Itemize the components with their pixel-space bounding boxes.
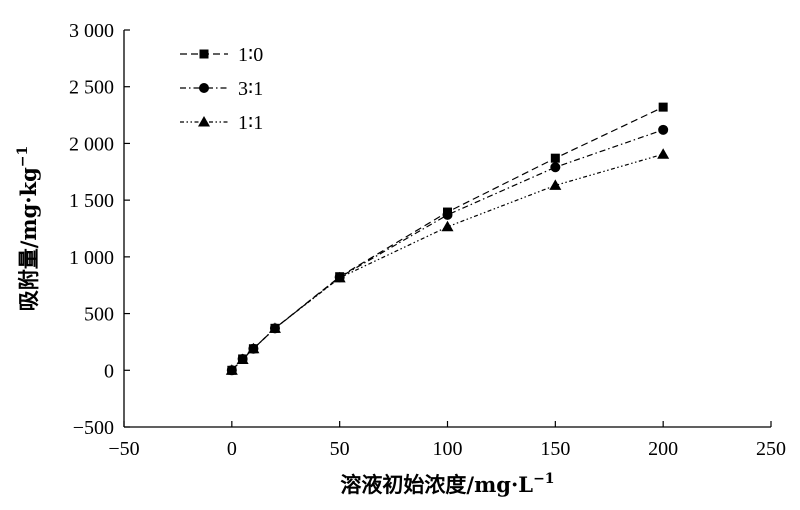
y-tick-label: 2 000: [69, 133, 114, 155]
y-axis-title: 吸附量/mg·kg−1: [15, 146, 41, 312]
data-point: [268, 322, 281, 333]
data-point: [442, 209, 453, 220]
data-point: [550, 153, 560, 163]
legend-label: 1∶1: [238, 112, 263, 134]
y-tick-label: 1 000: [69, 247, 114, 269]
x-tick-label: 150: [540, 438, 570, 460]
series-line: [231, 153, 664, 371]
legend-item: 1∶0: [180, 44, 263, 66]
data-point: [657, 148, 670, 159]
y-tick-label: −500: [73, 417, 114, 439]
x-axis-title: 溶液初始浓度/mg·L−1: [340, 471, 554, 497]
x-tick-label: 200: [648, 438, 678, 460]
data-point: [333, 271, 346, 283]
data-point: [236, 353, 249, 365]
x-axis-ticks: −50 0 50 100 150 200 250: [108, 421, 786, 460]
y-axis-title-text: 吸附量/mg·kg: [16, 167, 41, 311]
data-point: [550, 162, 561, 173]
data-point: [247, 342, 260, 354]
x-axis-title-superscript: −1: [533, 471, 554, 487]
y-tick-label: 500: [84, 304, 114, 326]
data-point: [549, 179, 562, 190]
series-2: [226, 124, 669, 376]
legend-item: 3∶1: [180, 78, 263, 100]
y-tick-label: 1 500: [69, 190, 114, 212]
data-point: [658, 124, 669, 135]
legend-marker: [199, 83, 209, 93]
legend-marker: [199, 49, 209, 59]
legend-item: 1∶1: [180, 112, 263, 134]
x-tick-label: −50: [108, 438, 139, 460]
legend-label: 3∶1: [238, 78, 263, 100]
series-1: [227, 102, 668, 375]
x-tick-label: 250: [756, 438, 786, 460]
legend-marker: [198, 116, 210, 127]
x-tick-label: 0: [227, 438, 237, 460]
series-3: [225, 148, 670, 375]
y-tick-label: 0: [104, 360, 114, 382]
y-axis-title-superscript: −1: [15, 146, 31, 167]
legend-label: 1∶0: [238, 44, 263, 66]
x-tick-label: 100: [433, 438, 463, 460]
series-line: [231, 106, 664, 371]
data-point: [225, 364, 238, 375]
data-point: [441, 220, 454, 232]
y-tick-label: 2 500: [69, 77, 114, 99]
x-tick-label: 50: [330, 438, 350, 460]
series-group: [225, 102, 670, 376]
y-axis-ticks: −500 0 500 1 000 1 500 2 000 2 500 3 000: [69, 20, 130, 439]
x-axis-title-text: 溶液初始浓度/mg·L: [340, 472, 533, 497]
y-tick-label: 3 000: [69, 20, 114, 42]
data-point: [658, 102, 668, 112]
series-line: [231, 129, 664, 371]
legend: 1∶0 3∶1 1∶1: [180, 44, 263, 134]
